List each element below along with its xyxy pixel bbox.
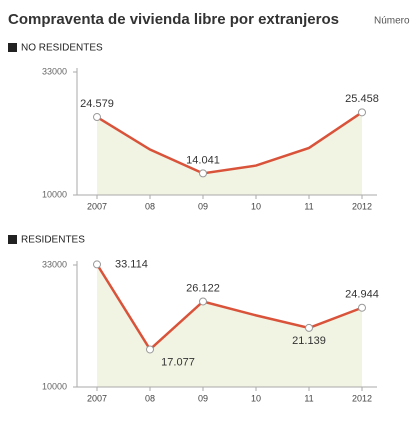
page-title: Compraventa de vivienda libre por extran…	[8, 11, 339, 28]
x-tick-label: 11	[304, 393, 313, 403]
x-tick-label: 10	[251, 201, 261, 211]
chart-title: RESIDENTES	[21, 235, 85, 246]
line	[95, 263, 363, 352]
y-tick-label: 10000	[42, 189, 67, 199]
point	[358, 303, 366, 312]
x-tick-label: 08	[145, 393, 155, 403]
y-tick-label: 33000	[42, 66, 67, 76]
line	[96, 111, 363, 175]
x-tick-label: 11	[304, 201, 313, 211]
point	[358, 108, 366, 117]
point	[93, 260, 101, 269]
x-tick-label: 2007	[87, 393, 107, 403]
legend-swatch	[8, 235, 17, 244]
point	[199, 169, 207, 178]
x-tick-label: 2012	[352, 201, 372, 211]
legend-swatch	[8, 43, 17, 52]
value-label: 33.114	[115, 258, 148, 270]
value-label: 26.122	[186, 282, 220, 294]
value-label: 25.458	[345, 93, 379, 105]
point	[199, 297, 207, 306]
value-label: 24.944	[345, 289, 379, 301]
x-tick-label: 09	[198, 201, 208, 211]
point	[305, 323, 313, 332]
chart-title: NO RESIDENTES	[21, 43, 103, 54]
point	[146, 345, 154, 354]
y-tick-label: 33000	[42, 259, 67, 269]
x-tick-label: 09	[198, 393, 208, 403]
x-tick-label: 10	[251, 393, 261, 403]
page-subtitle: Número	[374, 16, 410, 27]
area	[97, 264, 362, 387]
x-tick-label: 2007	[87, 201, 107, 211]
x-tick-label: 2012	[352, 393, 372, 403]
value-label: 14.041	[186, 154, 220, 166]
point	[93, 113, 101, 122]
value-label: 17.077	[161, 356, 195, 368]
x-tick-label: 08	[145, 201, 155, 211]
y-tick-label: 10000	[42, 381, 67, 391]
area	[97, 112, 362, 195]
value-label: 21.139	[292, 335, 326, 347]
value-label: 24.579	[80, 98, 114, 110]
